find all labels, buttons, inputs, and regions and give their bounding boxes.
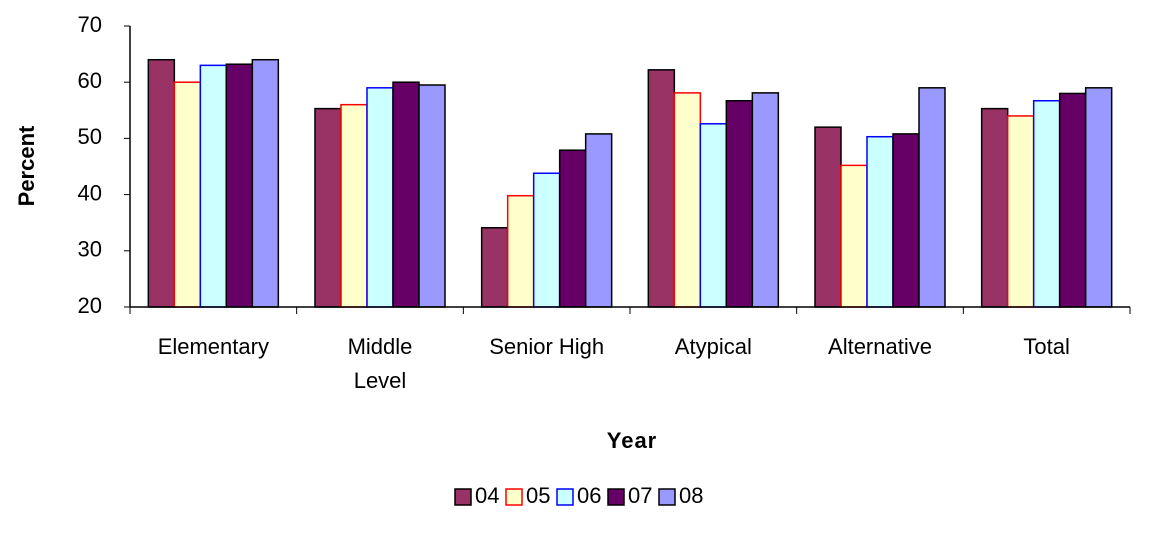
bar xyxy=(532,172,561,308)
bar xyxy=(699,123,728,308)
bar xyxy=(199,64,228,308)
bar xyxy=(647,69,676,308)
legend-label: 04 xyxy=(475,483,499,508)
bar xyxy=(340,103,368,308)
bar xyxy=(366,87,394,308)
legend-label: 07 xyxy=(628,483,652,508)
x-axis-title: Year xyxy=(607,428,658,453)
bar xyxy=(892,133,920,308)
bar xyxy=(1058,92,1087,308)
x-tick-label: Atypical xyxy=(675,334,752,359)
x-tick-label: Alternative xyxy=(828,334,932,359)
y-tick-label: 30 xyxy=(78,237,102,262)
y-tick-label: 60 xyxy=(78,68,102,93)
bar xyxy=(980,107,1009,308)
x-tick-label: Elementary xyxy=(158,334,269,359)
bar xyxy=(251,58,280,308)
bar xyxy=(173,81,202,308)
bar xyxy=(673,92,702,308)
x-tick-label: Middle Level xyxy=(348,334,413,393)
legend-label: 05 xyxy=(526,483,550,508)
legend-swatch xyxy=(505,488,523,506)
y-tick-label: 40 xyxy=(78,180,102,205)
y-tick-label: 20 xyxy=(78,293,102,318)
x-tick-label: Senior High xyxy=(489,334,604,359)
x-tick-label: Total xyxy=(1023,334,1069,359)
legend-swatch xyxy=(658,488,676,506)
bar xyxy=(814,126,842,308)
bar xyxy=(725,99,754,308)
bar xyxy=(1006,115,1035,308)
bar xyxy=(840,164,868,308)
legend-label: 06 xyxy=(577,483,601,508)
bar xyxy=(751,92,780,308)
y-axis-title: Percent xyxy=(14,125,39,206)
bar xyxy=(558,149,587,308)
bar xyxy=(418,84,446,308)
bar xyxy=(225,63,254,308)
bar xyxy=(866,135,894,308)
bar xyxy=(1032,99,1061,308)
legend-label: 08 xyxy=(679,483,703,508)
bar xyxy=(584,133,613,308)
legend-swatch xyxy=(556,488,574,506)
bar xyxy=(480,227,509,308)
y-tick-label: 70 xyxy=(78,12,102,37)
bar xyxy=(1084,87,1113,308)
legend-swatch xyxy=(607,488,625,506)
bar xyxy=(506,194,535,308)
bar xyxy=(918,87,946,308)
bar xyxy=(147,58,176,308)
bar xyxy=(392,81,420,308)
legend-swatch xyxy=(454,488,472,506)
y-tick-label: 50 xyxy=(78,124,102,149)
bar xyxy=(314,107,342,308)
